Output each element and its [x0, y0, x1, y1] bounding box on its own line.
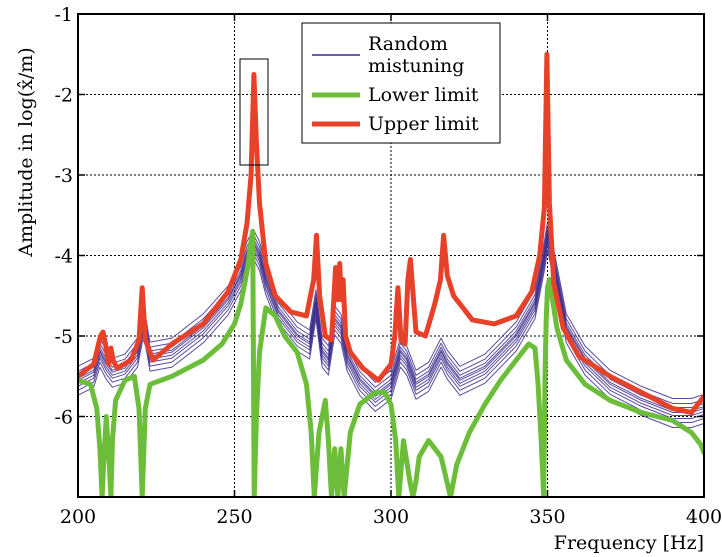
- series-layer: [78, 51, 704, 497]
- legend-label-random-line2: mistuning: [368, 55, 464, 77]
- y-tick-label--6: -6: [54, 407, 73, 429]
- x-axis-label: Frequency [Hz]: [554, 532, 704, 554]
- series-lower-limit: [78, 228, 704, 497]
- x-tick-label-350: 350: [529, 506, 565, 528]
- x-tick-label-200: 200: [60, 506, 96, 528]
- tick-marks: [77, 13, 705, 497]
- legend-label-lower: Lower limit: [368, 84, 479, 106]
- y-tick-label--1: -1: [54, 4, 73, 26]
- zoom-box: [239, 58, 269, 166]
- series-upper-limit: [78, 51, 704, 415]
- series-random-mistuning-curve-6: [78, 240, 704, 419]
- legend-label-random-line1: Random: [368, 33, 448, 55]
- x-tick-label-300: 300: [373, 506, 409, 528]
- legend-label-upper: Upper limit: [368, 113, 479, 135]
- y-tick-label--3: -3: [54, 165, 73, 187]
- series-random-mistuning-curve-8: [78, 249, 704, 428]
- x-tick-label-400: 400: [686, 506, 722, 528]
- y-axis-label: Amplitude in log(x̂/m): [15, 47, 37, 257]
- y-tick-label--4: -4: [54, 246, 73, 268]
- y-tick-label--2: -2: [54, 85, 73, 107]
- series-random-mistuning-curve-0: [78, 220, 704, 399]
- y-tick-label--5: -5: [54, 326, 73, 348]
- x-tick-label-250: 250: [216, 506, 252, 528]
- y-tick-labels: -1 -2 -3 -4 -5 -6: [54, 4, 73, 429]
- legend: Random mistuning Lower limit Upper limit: [301, 22, 501, 144]
- series-random-mistuning-curve-5: [78, 237, 704, 416]
- x-tick-labels: 200 250 300 350 400: [60, 506, 722, 528]
- series-random-mistuning-curve-7: [78, 244, 704, 423]
